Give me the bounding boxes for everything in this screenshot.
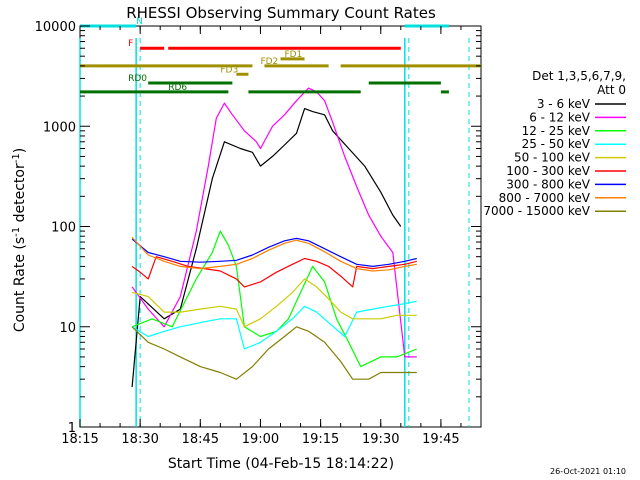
series-lines — [131, 87, 418, 388]
x-tick-label-2: 18:45 — [182, 432, 219, 447]
flag-label-fd3: FD3 — [220, 65, 238, 75]
y-tick-label-0: 1 — [68, 421, 76, 436]
legend-label-1: 6 - 12 keV — [529, 110, 591, 124]
timestamp: 26-Oct-2021 01:10 — [550, 467, 626, 476]
y-axis-label-part2: detector — [12, 163, 28, 227]
flag-label-f: F — [128, 39, 133, 49]
y-tick-label-2: 100 — [51, 221, 76, 236]
series-line-6 — [131, 237, 417, 267]
x-tick-label-3: 19:00 — [242, 432, 279, 447]
x-tick-label-6: 19:45 — [422, 432, 459, 447]
legend-header-2: Att 0 — [597, 83, 626, 97]
x-tick-label-1: 18:30 — [121, 432, 158, 447]
flag-label-fd2: FD2 — [260, 57, 278, 67]
x-tick-label-4: 19:15 — [302, 432, 339, 447]
x-tick-label-0: 18:15 — [61, 432, 98, 447]
series-line-2 — [131, 230, 418, 368]
y-axis-label-part1: Count Rate (s — [12, 237, 28, 332]
legend-label-6: 300 - 800 keV — [506, 177, 590, 191]
chart-title: RHESSI Observing Summary Count Rates — [126, 4, 436, 22]
legend-label-4: 50 - 100 keV — [514, 151, 591, 165]
marker-lines — [79, 38, 470, 427]
legend-header-1: Det 1,3,5,6,7,9, — [532, 69, 626, 83]
legend-label-2: 12 - 25 keV — [522, 124, 591, 138]
flag-label-fd1: FD1 — [285, 50, 303, 60]
legend-label-5: 100 - 300 keV — [506, 164, 590, 178]
y-tick-label-1: 10 — [59, 321, 76, 336]
series-line-3 — [131, 300, 417, 350]
series-line-7 — [131, 236, 417, 272]
y-tick-label-4: 10000 — [35, 20, 76, 35]
y-axis: 1 10 100 1000 10000 — [35, 20, 481, 436]
x-axis-label: Start Time (04-Feb-15 18:14:22) — [168, 456, 394, 472]
y-axis-label-part3: ) — [12, 148, 28, 153]
series-line-8 — [131, 326, 417, 380]
x-axis: 18:15 18:30 18:45 19:00 19:15 19:30 19:45 — [61, 26, 482, 447]
flag-label-rd0: RD0 — [128, 74, 147, 84]
y-axis-label: Count Rate (s-1 detector-1) — [11, 148, 28, 332]
series-line-4 — [131, 278, 417, 328]
series-line-1 — [131, 87, 417, 358]
y-tick-label-3: 1000 — [43, 120, 76, 135]
legend-label-0: 3 - 6 keV — [537, 97, 591, 111]
flag-label-rd6: RD6 — [168, 83, 187, 93]
y-axis-label-sup1: -1 — [11, 227, 22, 237]
series-line-5 — [131, 256, 417, 288]
legend-label-8: 7000 - 15000 keV — [483, 204, 590, 218]
legend-label-3: 25 - 50 keV — [522, 137, 591, 151]
series-line-0 — [131, 108, 402, 388]
flag-bars: N F FD1 FD2 FD3 RD0 RD6 — [80, 17, 481, 94]
y-axis-label-sup2: -1 — [11, 153, 22, 163]
legend-label-7: 800 - 7000 keV — [499, 191, 591, 205]
x-tick-label-5: 19:30 — [362, 432, 399, 447]
flag-label-n: N — [136, 17, 143, 27]
